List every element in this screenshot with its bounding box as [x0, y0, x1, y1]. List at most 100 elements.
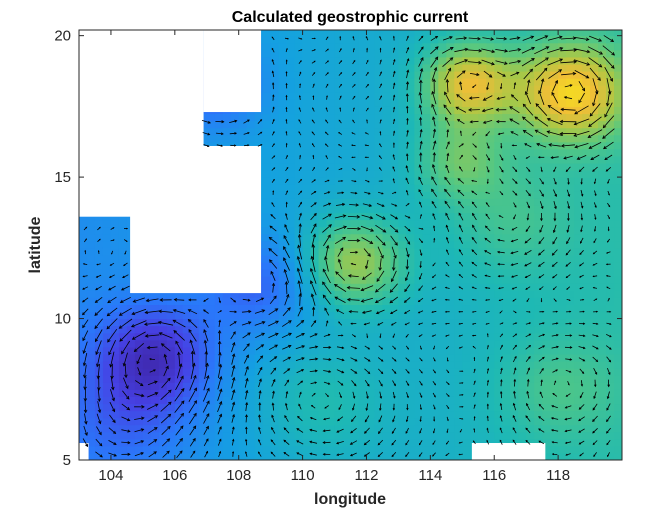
heatmap-cell: [326, 438, 336, 447]
heatmap-cell: [606, 375, 615, 383]
current-arrow: [283, 439, 290, 446]
heatmap-cell: [326, 382, 336, 390]
heatmap-cell: [310, 261, 320, 270]
heatmap-cell: [526, 325, 535, 334]
heatmap-cell: [518, 368, 527, 376]
heatmap-cell: [462, 155, 471, 164]
heatmap-cell: [486, 134, 495, 143]
heatmap-cell: [486, 389, 495, 397]
heatmap-cell: [582, 304, 591, 313]
current-arrow: [310, 223, 317, 234]
heatmap-cell: [134, 318, 144, 327]
heatmap-cell: [566, 134, 575, 143]
heatmap-cell: [398, 113, 407, 122]
current-arrow: [458, 310, 463, 313]
heatmap-cell: [430, 389, 439, 397]
heatmap-cell: [534, 403, 543, 412]
current-arrow: [419, 201, 423, 208]
heatmap-cell: [94, 346, 104, 355]
heatmap-cell: [446, 71, 455, 79]
heatmap-cell: [470, 304, 479, 313]
heatmap-cell: [262, 226, 272, 235]
heatmap-cell: [598, 233, 607, 242]
heatmap-cell: [542, 141, 551, 150]
heatmap-cell: [310, 219, 320, 228]
current-arrow: [173, 297, 185, 302]
heatmap-cell: [262, 290, 272, 298]
heatmap-cell: [478, 438, 487, 447]
heatmap-cell: [414, 346, 423, 355]
heatmap-cell: [446, 127, 455, 136]
current-arrow: [419, 428, 423, 434]
heatmap-cell: [550, 162, 559, 171]
heatmap-cell: [574, 339, 583, 348]
heatmap-cell: [422, 445, 431, 454]
heatmap-cell: [438, 325, 447, 334]
heatmap-cell: [94, 368, 104, 376]
heatmap-cell: [382, 177, 392, 185]
heatmap-cell: [590, 99, 599, 107]
heatmap-cell: [382, 389, 392, 397]
heatmap-cell: [414, 424, 423, 433]
heatmap-cell: [286, 184, 296, 192]
heatmap-cell: [574, 332, 583, 341]
heatmap-cell: [526, 431, 535, 440]
heatmap-cell: [614, 198, 622, 206]
heatmap-cell: [206, 290, 216, 298]
current-arrow: [352, 391, 356, 399]
heatmap-cell: [382, 30, 392, 37]
heatmap-cell: [502, 212, 511, 221]
heatmap-cell: [374, 339, 384, 348]
heatmap-cell: [358, 240, 368, 249]
heatmap-cell: [534, 155, 543, 164]
heatmap-cell: [270, 254, 280, 263]
heatmap-cell: [294, 141, 304, 150]
heatmap-cell: [302, 438, 312, 447]
heatmap-cell: [470, 127, 479, 136]
heatmap-cell: [126, 417, 136, 426]
heatmap-cell: [238, 346, 248, 355]
current-arrow: [147, 403, 159, 410]
current-arrow: [283, 427, 290, 434]
heatmap-cell: [102, 403, 112, 412]
heatmap-cell: [590, 297, 599, 306]
heatmap-cell: [102, 368, 112, 376]
current-arrow: [190, 450, 196, 458]
heatmap-cell: [302, 99, 312, 107]
heatmap-cell: [502, 63, 511, 72]
current-arrow: [471, 236, 477, 244]
heatmap-cell: [302, 360, 312, 369]
heatmap-cell: [262, 396, 272, 405]
heatmap-cell: [534, 78, 543, 86]
heatmap-cell: [350, 120, 360, 129]
heatmap-cell: [398, 368, 407, 376]
heatmap-cell: [126, 389, 136, 397]
current-arrow: [283, 257, 290, 271]
heatmap-cell: [214, 424, 224, 433]
heatmap-cell: [278, 346, 288, 355]
current-arrow: [123, 262, 128, 267]
heatmap-cell: [558, 368, 567, 376]
heatmap-cell: [406, 148, 415, 157]
heatmap-cell: [574, 120, 583, 129]
current-arrow: [244, 144, 250, 147]
heatmap-cell: [326, 219, 336, 228]
heatmap-cell: [102, 396, 112, 405]
heatmap-cell: [270, 177, 280, 185]
heatmap-cell: [358, 198, 368, 206]
current-arrow: [97, 401, 102, 414]
heatmap-cell: [422, 85, 431, 93]
heatmap-cell: [598, 283, 607, 291]
heatmap-cell: [310, 113, 320, 122]
heatmap-cell: [534, 205, 543, 214]
heatmap-cell: [350, 360, 360, 369]
heatmap-cell: [126, 403, 136, 412]
current-arrow: [268, 332, 279, 339]
heatmap-cell: [526, 339, 535, 348]
current-arrow: [471, 274, 477, 278]
heatmap-cell: [558, 85, 567, 93]
current-arrow: [390, 235, 398, 246]
current-arrow: [392, 380, 396, 387]
heatmap-cell: [150, 346, 160, 355]
current-arrow: [455, 36, 468, 40]
